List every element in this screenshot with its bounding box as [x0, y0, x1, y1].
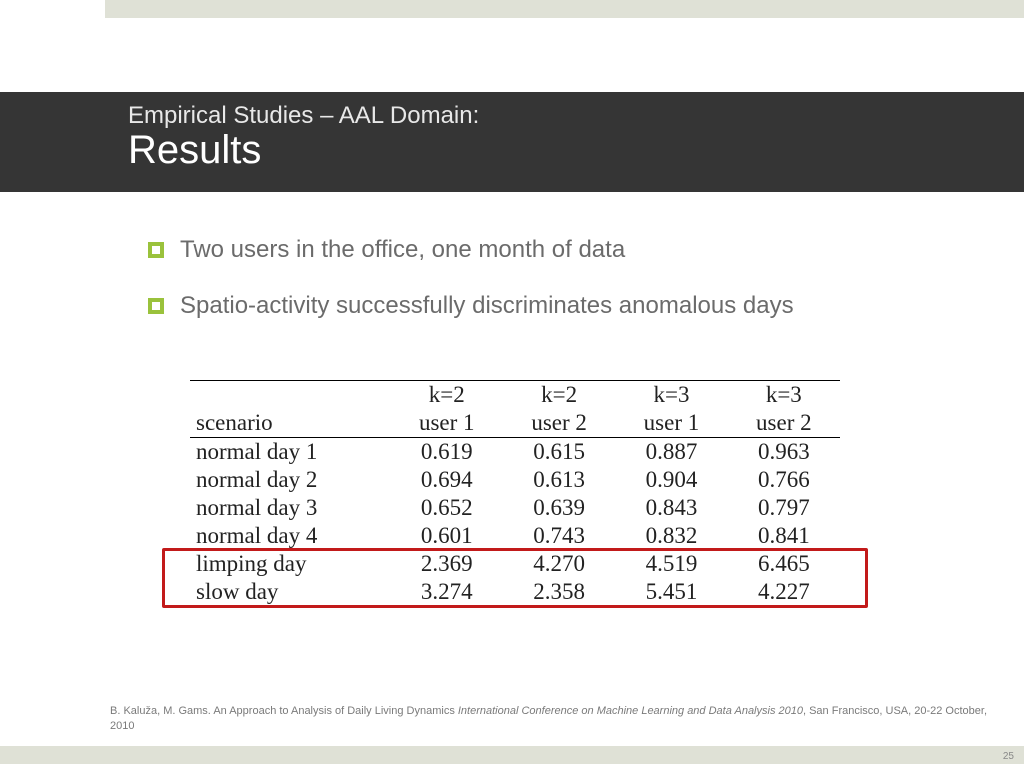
table-cell: 2.358	[503, 578, 615, 607]
table-header-cell: k=3	[615, 381, 727, 410]
table-cell: 0.652	[391, 494, 503, 522]
table-cell: normal day 3	[190, 494, 391, 522]
table-cell: 6.465	[728, 550, 840, 578]
square-bullet-icon	[148, 242, 164, 258]
table-cell: normal day 4	[190, 522, 391, 550]
citation: B. Kaluža, M. Gams. An Approach to Analy…	[110, 704, 994, 734]
page-number: 25	[1003, 751, 1014, 762]
table-cell: 0.843	[615, 494, 727, 522]
table-cell: 0.841	[728, 522, 840, 550]
table-cell: normal day 2	[190, 466, 391, 494]
bullet-item: Two users in the office, one month of da…	[148, 236, 964, 264]
results-table: k=2 k=2 k=3 k=3 scenario user 1 user 2 u…	[190, 380, 840, 607]
table-cell: 0.613	[503, 466, 615, 494]
table-cell: 4.270	[503, 550, 615, 578]
table-header-cell: scenario	[190, 409, 391, 438]
table-header-cell: k=2	[503, 381, 615, 410]
table-row: slow day 3.274 2.358 5.451 4.227	[190, 578, 840, 607]
table-row: limping day 2.369 4.270 4.519 6.465	[190, 550, 840, 578]
table-header-cell: k=2	[391, 381, 503, 410]
table-header-cell: user 1	[391, 409, 503, 438]
table-header-cell: user 2	[503, 409, 615, 438]
table-cell: 0.615	[503, 438, 615, 467]
top-strip	[105, 0, 1024, 18]
supertitle: Empirical Studies – AAL Domain:	[128, 102, 1024, 130]
table-header-cell: user 2	[728, 409, 840, 438]
citation-venue: International Conference on Machine Lear…	[458, 705, 803, 717]
square-bullet-icon	[148, 298, 164, 314]
bullet-list: Two users in the office, one month of da…	[148, 236, 964, 348]
table-cell: 0.601	[391, 522, 503, 550]
table-cell: 2.369	[391, 550, 503, 578]
bullet-text: Two users in the office, one month of da…	[180, 236, 625, 264]
table-row: normal day 4 0.601 0.743 0.832 0.841	[190, 522, 840, 550]
table-cell: 4.519	[615, 550, 727, 578]
table-header-cell	[190, 381, 391, 410]
citation-authors: B. Kaluža, M. Gams. An Approach to Analy…	[110, 705, 458, 717]
table-header-cell: user 1	[615, 409, 727, 438]
table-cell: limping day	[190, 550, 391, 578]
table-cell: 0.904	[615, 466, 727, 494]
table-cell: 0.619	[391, 438, 503, 467]
table-cell: 0.797	[728, 494, 840, 522]
table-cell: 0.766	[728, 466, 840, 494]
bottom-strip	[0, 746, 1024, 764]
table-cell: 0.743	[503, 522, 615, 550]
page-title: Results	[128, 128, 1024, 173]
table-row: normal day 3 0.652 0.639 0.843 0.797	[190, 494, 840, 522]
bullet-item: Spatio-activity successfully discriminat…	[148, 292, 964, 320]
table-header-row: k=2 k=2 k=3 k=3	[190, 381, 840, 410]
bullet-text: Spatio-activity successfully discriminat…	[180, 292, 794, 320]
table-row: normal day 1 0.619 0.615 0.887 0.963	[190, 438, 840, 467]
table-row: normal day 2 0.694 0.613 0.904 0.766	[190, 466, 840, 494]
table-cell: 0.887	[615, 438, 727, 467]
table-cell: slow day	[190, 578, 391, 607]
table-cell: 0.694	[391, 466, 503, 494]
table-cell: 0.832	[615, 522, 727, 550]
table-cell: 4.227	[728, 578, 840, 607]
title-band: Empirical Studies – AAL Domain: Results	[0, 92, 1024, 192]
table-cell: 5.451	[615, 578, 727, 607]
table-cell: normal day 1	[190, 438, 391, 467]
table-cell: 0.639	[503, 494, 615, 522]
table-header-row: scenario user 1 user 2 user 1 user 2	[190, 409, 840, 438]
table-cell: 3.274	[391, 578, 503, 607]
table-header-cell: k=3	[728, 381, 840, 410]
table-cell: 0.963	[728, 438, 840, 467]
